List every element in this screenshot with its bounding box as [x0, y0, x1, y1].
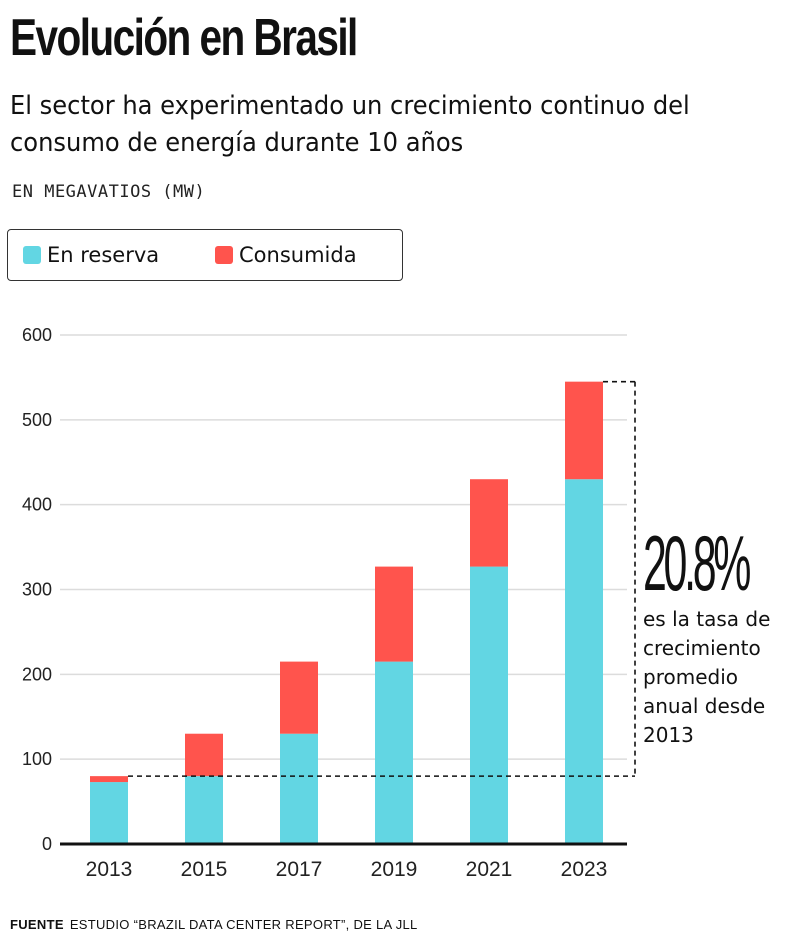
- bar-consumida-2013: [90, 776, 128, 783]
- y-tick-label: 100: [22, 749, 52, 769]
- bar-reserva-2019: [375, 661, 413, 844]
- legend-item-consumida: Consumida: [215, 243, 357, 267]
- y-tick-label: 400: [22, 495, 52, 515]
- legend-label-consumida: Consumida: [239, 243, 357, 267]
- legend-item-reserva: En reserva: [23, 243, 159, 267]
- bar-consumida-2023: [565, 381, 603, 480]
- y-tick-label: 300: [22, 580, 52, 600]
- bar-consumida-2017: [280, 661, 318, 734]
- y-tick-label: 500: [22, 410, 52, 430]
- bar-consumida-2015: [185, 733, 223, 777]
- chart-subtitle: El sector ha experimentado un crecimient…: [10, 88, 745, 162]
- legend-label-reserva: En reserva: [47, 243, 160, 267]
- bar-consumida-2019: [375, 566, 413, 662]
- bar-reserva-2013: [90, 782, 128, 844]
- units-label: EN MEGAVATIOS (MW): [12, 182, 206, 202]
- subtitle-line-1: El sector ha experimentado un crecimient…: [10, 91, 690, 121]
- x-tick-label: 2023: [561, 858, 608, 881]
- bar-reserva-2015: [185, 776, 223, 844]
- source-text: ESTUDIO “BRAZIL DATA CENTER REPORT”, DE …: [69, 917, 418, 932]
- source-note: FUENTE ESTUDIO “BRAZIL DATA CENTER REPORT…: [10, 917, 418, 932]
- annotation-line: anual desde: [643, 694, 766, 718]
- bar-consumida-2021: [470, 479, 508, 567]
- annotation-line: 2013: [643, 723, 694, 747]
- annotation-line: promedio: [643, 665, 738, 689]
- annotation-line: es la tasa de: [643, 607, 771, 631]
- chart-title: Evolución en Brasil: [10, 9, 358, 67]
- growth-rate-value: 20.8%: [643, 519, 751, 607]
- bar-reserva-2023: [565, 479, 603, 844]
- x-tick-label: 2021: [466, 858, 513, 881]
- x-tick-label: 2013: [86, 858, 133, 881]
- growth-rate-description: es la tasa de crecimiento promedio anual…: [643, 605, 800, 750]
- y-tick-label: 200: [22, 664, 52, 684]
- x-tick-label: 2015: [181, 858, 228, 881]
- annotation-line: crecimiento: [643, 636, 761, 660]
- subtitle-line-2: consumo de energía durante 10 años: [10, 128, 464, 158]
- bar-reserva-2021: [470, 566, 508, 844]
- bar-reserva-2017: [280, 733, 318, 844]
- legend-swatch-consumida: [215, 246, 233, 264]
- source-label: FUENTE: [10, 917, 64, 932]
- y-tick-label: 600: [22, 325, 52, 345]
- y-tick-label: 0: [42, 834, 52, 854]
- x-tick-label: 2019: [371, 858, 418, 881]
- x-tick-label: 2017: [276, 858, 323, 881]
- legend: En reserva Consumida: [7, 229, 403, 281]
- legend-swatch-reserva: [23, 246, 41, 264]
